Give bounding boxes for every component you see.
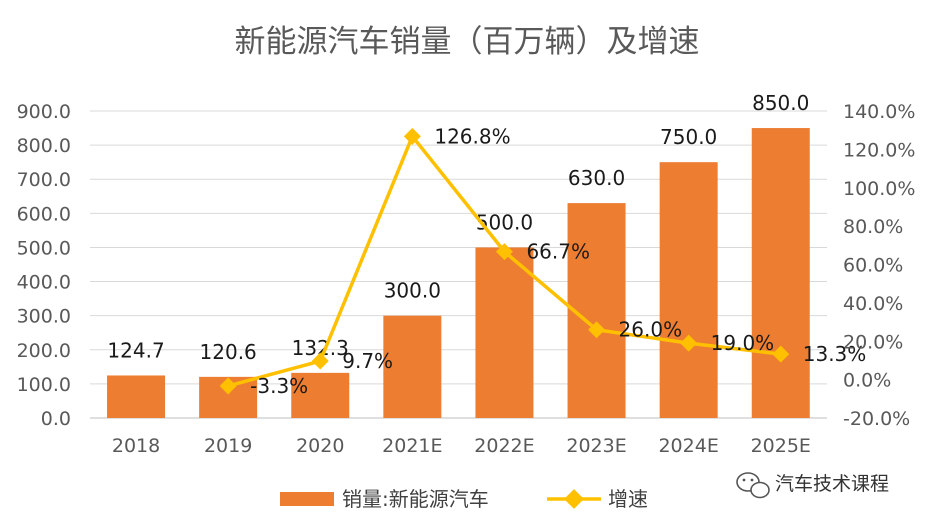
growth-marker [219, 377, 237, 395]
growth-marker [588, 321, 606, 339]
line-series [219, 127, 790, 395]
bar [475, 247, 534, 418]
bar-value-label: 850.0 [752, 91, 809, 115]
bar [659, 162, 718, 418]
growth-value-label: 126.8% [434, 124, 510, 148]
growth-value-label: 26.0% [619, 318, 683, 342]
y-left-tick-label: 800.0 [17, 135, 71, 157]
y-left-tick-label: 200.0 [17, 340, 71, 362]
x-tick-label: 2020 [296, 435, 344, 457]
growth-marker [403, 127, 421, 145]
bar-value-label: 300.0 [384, 279, 441, 303]
bar [567, 203, 626, 418]
bar [751, 128, 810, 419]
y-right-tick-label: 100.0% [843, 178, 915, 200]
growth-marker [680, 334, 698, 352]
chart-title: 新能源汽车销量（百万辆）及增速 [235, 24, 700, 60]
y-right-tick-label: -20.0% [843, 408, 910, 430]
x-tick-label: 2023E [566, 435, 626, 457]
growth-value-label: 13.3% [803, 342, 867, 366]
watermark: 汽车技术课程 [736, 472, 889, 499]
y-axis-left: 0.0 100.0 200.0 300.0 400.0 500.0 600.0 700.0 80… [17, 101, 71, 430]
legend-swatch-bar [280, 492, 334, 506]
x-tick-label: 2022E [474, 435, 534, 457]
y-left-tick-label: 900.0 [17, 101, 71, 123]
line-labels: -3.3% 9.7% 126.8% 66.7% 26.0% 19.0% 13.3% [250, 124, 866, 398]
y-right-tick-label: 60.0% [843, 255, 903, 277]
y-left-tick-label: 100.0 [17, 374, 71, 396]
x-tick-label: 2025E [751, 435, 811, 457]
bar-value-label: 124.7 [107, 338, 164, 362]
bar [107, 375, 166, 418]
legend-label-bar: 销量:新能源汽车 [342, 487, 489, 511]
x-tick-label: 2018 [112, 435, 160, 457]
wechat-icon [736, 472, 770, 499]
bar-value-label: 750.0 [660, 125, 717, 149]
legend: 销量:新能源汽车 增速 [280, 487, 648, 511]
y-left-tick-label: 0.0 [41, 408, 71, 430]
legend-label-line: 增速 [608, 487, 648, 511]
y-right-tick-label: 80.0% [843, 216, 903, 238]
bar [291, 372, 350, 418]
bar-value-label: 120.6 [200, 340, 257, 364]
growth-marker [311, 352, 329, 370]
growth-value-label: 66.7% [526, 240, 590, 264]
y-left-tick-label: 600.0 [17, 203, 71, 225]
x-tick-label: 2024E [658, 435, 718, 457]
x-axis: 2018 2019 2020 2021E 2022E 2023E 2024E 2025E [112, 435, 811, 457]
watermark-text: 汽车技术课程 [775, 473, 889, 495]
x-tick-label: 2019 [204, 435, 252, 457]
y-left-tick-label: 500.0 [17, 237, 71, 259]
growth-marker [772, 345, 790, 363]
growth-value-label: 19.0% [711, 331, 775, 355]
y-axis-right: -20.0% 0.0% 20.0% 40.0% 60.0% 80.0% 100.0% 120.… [843, 101, 915, 430]
bar [383, 315, 442, 418]
y-left-tick-label: 300.0 [17, 306, 71, 328]
legend-marker-line [564, 489, 584, 509]
y-right-tick-label: 20.0% [843, 331, 903, 353]
y-left-tick-label: 700.0 [17, 169, 71, 191]
y-right-tick-label: 0.0% [843, 370, 891, 392]
y-right-tick-label: 120.0% [843, 139, 915, 161]
bar-value-label: 630.0 [568, 166, 625, 190]
growth-value-label: 9.7% [342, 349, 393, 373]
y-right-tick-label: 40.0% [843, 293, 903, 315]
growth-value-label: -3.3% [250, 374, 308, 398]
y-left-tick-label: 400.0 [17, 272, 71, 294]
bar-value-label: 500.0 [476, 210, 533, 234]
x-tick-label: 2021E [382, 435, 442, 457]
growth-marker [495, 243, 513, 261]
bar-series [107, 128, 810, 419]
y-right-tick-label: 140.0% [843, 101, 915, 123]
